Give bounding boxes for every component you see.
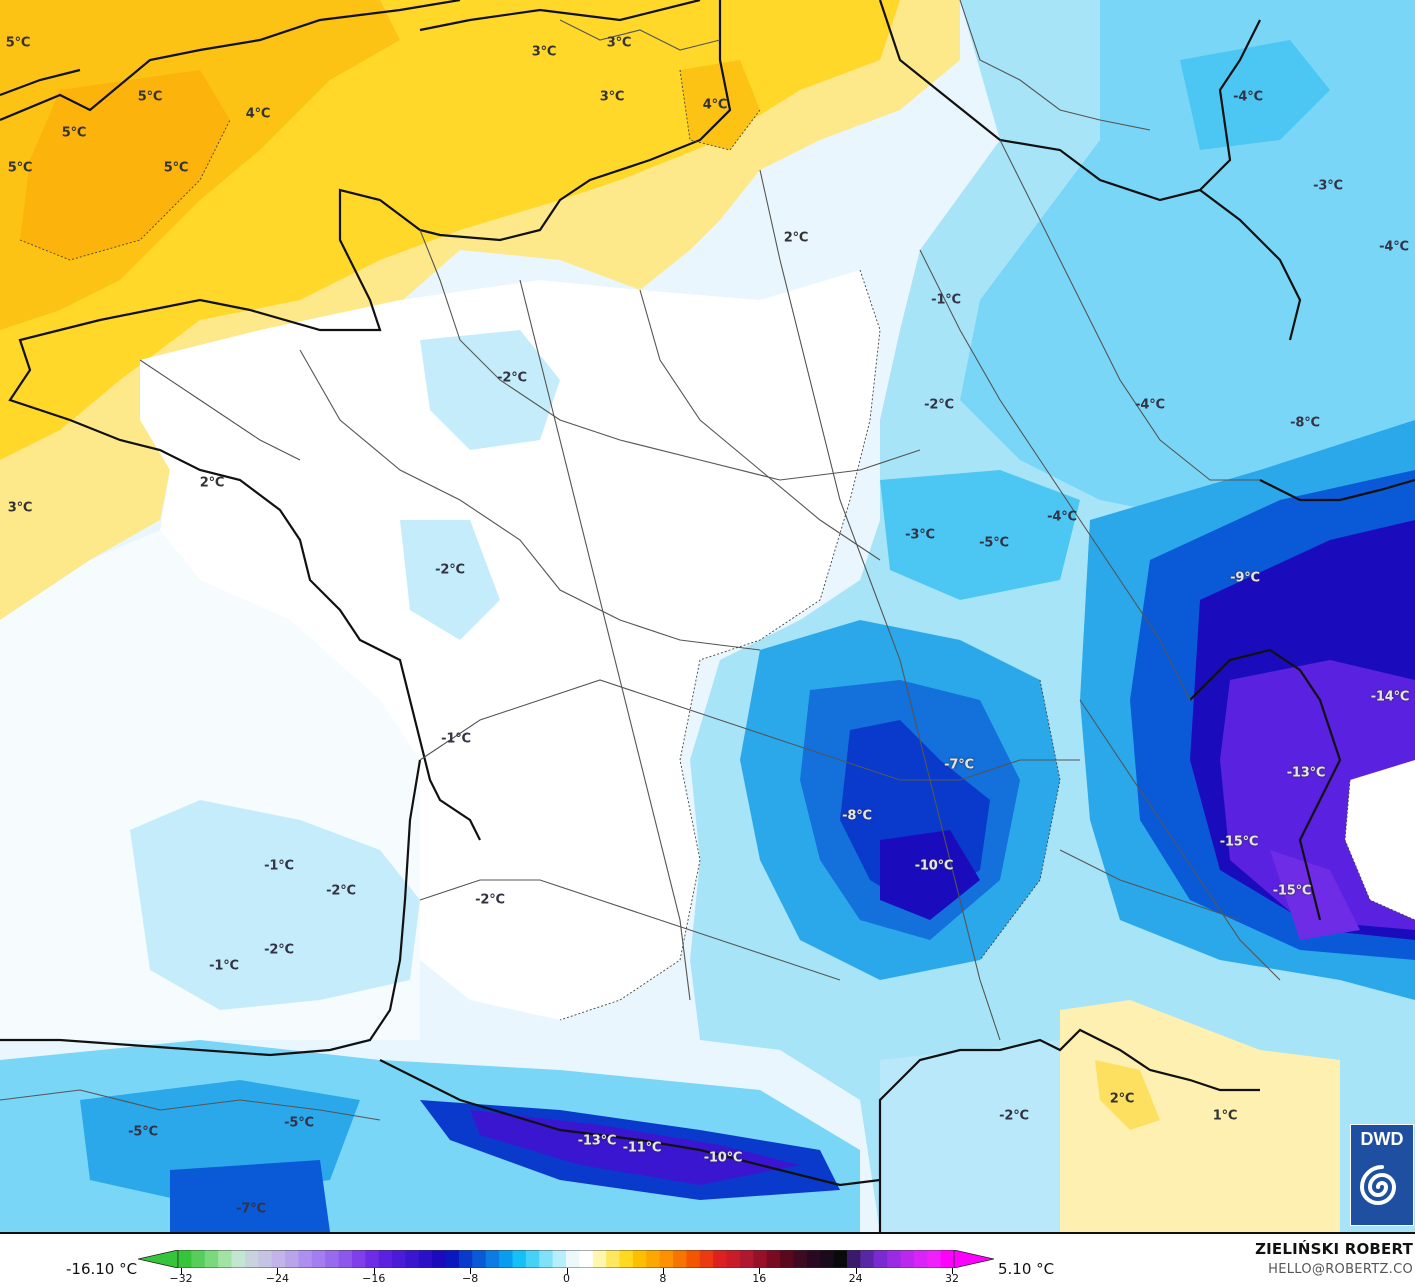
temperature-label: -2°C — [326, 883, 356, 899]
colorbar-tick — [855, 1268, 857, 1274]
colorbar-tick — [470, 1268, 472, 1274]
colorbar-tick-label: 16 — [752, 1272, 767, 1285]
temperature-label: -8°C — [842, 808, 872, 824]
colorbar-tick — [662, 1268, 664, 1274]
temperature-label: -4°C — [1047, 509, 1077, 525]
temperature-label: -11°C — [622, 1140, 662, 1156]
temperature-label: -7°C — [944, 757, 974, 773]
temperature-map: 5°C 5°C 4°C 5°C 5°C 5°C 3°C 3°C 3°C 4°C 2°C 2°C 3°C -… — [0, 0, 1415, 1234]
temperature-label: -1°C — [264, 858, 294, 874]
colorbar-tick-label: −16 — [362, 1272, 386, 1285]
temperature-label: 3°C — [599, 89, 625, 105]
colorbar-tick — [759, 1268, 761, 1274]
temperature-label: -7°C — [236, 1201, 266, 1217]
map-fill-layer — [0, 0, 1415, 1232]
temperature-label: 3°C — [7, 500, 33, 516]
temperature-label: -4°C — [1135, 397, 1165, 413]
temperature-label: 4°C — [702, 97, 728, 113]
author-name: ZIELIŃSKI ROBERT — [1255, 1240, 1413, 1258]
temperature-label: -5°C — [284, 1115, 314, 1131]
colorbar-tick — [373, 1268, 375, 1274]
temperature-label: 2°C — [1109, 1091, 1135, 1107]
temperature-label: -5°C — [979, 535, 1009, 551]
max-temperature-label: 5.10 °C — [998, 1260, 1055, 1278]
temperature-label: -2°C — [475, 892, 505, 908]
temperature-label: 5°C — [61, 125, 87, 141]
temperature-label: -9°C — [1230, 570, 1260, 586]
temperature-label: -13°C — [577, 1133, 617, 1149]
temperature-label: -3°C — [1313, 178, 1343, 194]
temperature-label: -2°C — [924, 397, 954, 413]
colorbar-tick-label: −24 — [265, 1272, 289, 1285]
temperature-label: -15°C — [1219, 834, 1259, 850]
colorbar-tick — [566, 1268, 568, 1274]
temperature-label: 3°C — [531, 44, 557, 60]
temperature-label: 5°C — [5, 35, 31, 51]
temperature-label: 5°C — [137, 89, 163, 105]
colorbar — [137, 1249, 995, 1269]
temperature-label: -1°C — [931, 292, 961, 308]
temperature-label: -15°C — [1272, 883, 1312, 899]
colorbar-tick-label: 0 — [563, 1272, 570, 1285]
colorbar-tick — [181, 1268, 182, 1274]
temperature-label: 2°C — [199, 475, 225, 491]
temperature-label: -1°C — [441, 731, 471, 747]
colorbar-tick-label: −32 — [169, 1272, 193, 1285]
colorbar-tick-label: −8 — [462, 1272, 479, 1285]
colorbar-tick-label: 32 — [945, 1272, 959, 1285]
temperature-label: -2°C — [497, 370, 527, 386]
temperature-label: -2°C — [999, 1108, 1029, 1124]
temperature-label: -2°C — [435, 562, 465, 578]
temperature-label: 1°C — [1212, 1108, 1238, 1124]
temperature-label: -2°C — [264, 942, 294, 958]
temperature-label: -10°C — [914, 858, 954, 874]
colorbar-tick — [277, 1268, 279, 1274]
swirl-icon — [1359, 1165, 1397, 1205]
temperature-label: -4°C — [1379, 239, 1409, 255]
temperature-label: 2°C — [783, 230, 809, 246]
colorbar-gradient — [137, 1249, 995, 1269]
temperature-label: 5°C — [7, 160, 33, 176]
colorbar-tick-label: 24 — [848, 1272, 863, 1285]
min-temperature-label: -16.10 °C — [66, 1260, 138, 1278]
legend-footer: -16.10 °C 5.10 °C ZIELIŃSKI ROBERT HELLO… — [0, 1234, 1415, 1287]
temperature-label: 3°C — [606, 35, 632, 51]
temperature-label: -14°C — [1370, 689, 1410, 705]
temperature-label: -4°C — [1233, 89, 1263, 105]
temperature-label: 5°C — [163, 160, 189, 176]
dwd-logo-text: DWD — [1360, 1129, 1404, 1149]
dwd-logo: DWD — [1350, 1124, 1414, 1226]
temperature-label: 4°C — [245, 106, 271, 122]
temperature-label: -8°C — [1290, 415, 1320, 431]
temperature-label: -1°C — [209, 958, 239, 974]
colorbar-tick — [952, 1268, 953, 1274]
temperature-label: -5°C — [128, 1124, 158, 1140]
temperature-label: -10°C — [703, 1150, 743, 1166]
author-email: HELLO@ROBERTZ.CO — [1268, 1262, 1413, 1277]
temperature-label: -3°C — [905, 527, 935, 543]
colorbar-tick-label: 8 — [659, 1272, 667, 1285]
temperature-label: -13°C — [1286, 765, 1326, 781]
